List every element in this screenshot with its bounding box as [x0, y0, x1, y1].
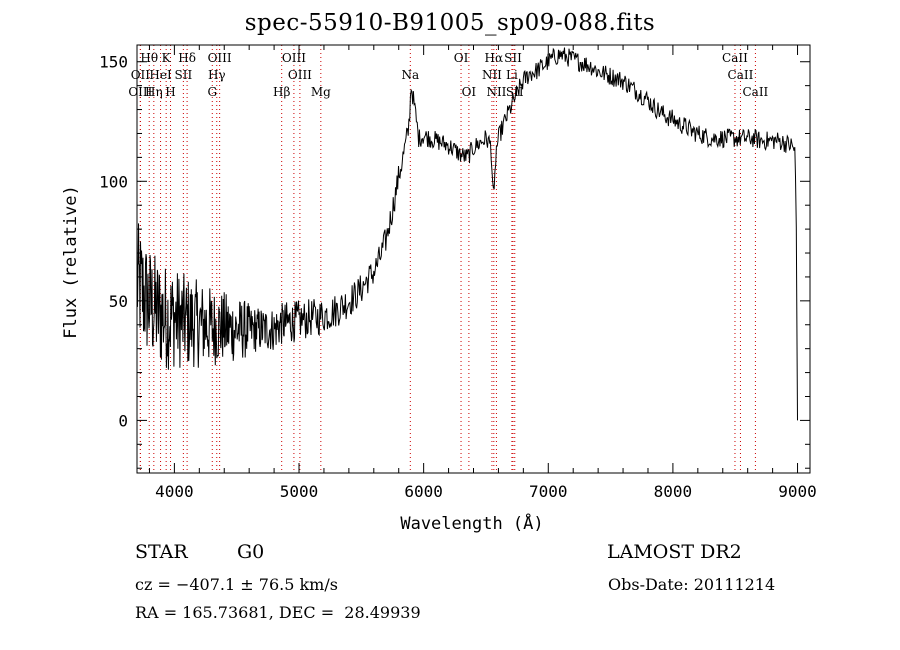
x-tick-label: 7000	[529, 482, 568, 501]
line-label: NII	[486, 85, 506, 99]
line-label: SII	[175, 68, 193, 82]
x-axis-ticks: 4000 5000 6000 7000 8000 9000	[148, 45, 817, 501]
line-label: G	[207, 85, 217, 99]
y-tick-label: 100	[99, 172, 128, 191]
ra-dec-coordinates: RA = 165.73681, DEC = 28.49939	[135, 603, 421, 622]
line-label: OIII	[208, 51, 232, 65]
x-axis-label: Wavelength (Å)	[400, 512, 543, 534]
x-tick-label: 9000	[778, 482, 817, 501]
line-label: OIII	[288, 68, 312, 82]
line-label: Hθ	[140, 51, 158, 65]
y-axis-label: Flux (relative)	[61, 185, 81, 339]
plot-frame	[136, 44, 811, 474]
line-label: CaII	[728, 68, 754, 82]
y-axis-ticks: 0 50 100 150	[99, 53, 810, 469]
line-label: SII	[506, 85, 524, 99]
line-label: OII	[131, 68, 151, 82]
line-label: Li	[506, 68, 518, 82]
x-tick-label: 5000	[280, 482, 319, 501]
line-label: Mg	[311, 85, 331, 99]
line-label: HeI	[149, 68, 172, 82]
x-tick-label: 6000	[404, 482, 443, 501]
x-tick-label: 4000	[155, 482, 194, 501]
x-tick-label: 8000	[654, 482, 693, 501]
y-tick-label: 0	[118, 411, 128, 430]
observation-date: Obs-Date: 20111214	[608, 575, 776, 594]
line-label: Hδ	[178, 51, 196, 65]
survey-name: LAMOST DR2	[607, 541, 742, 563]
line-label: SII	[504, 51, 522, 65]
line-label: Hγ	[208, 68, 226, 82]
line-label: CaII	[722, 51, 748, 65]
line-label: Hα	[485, 51, 504, 65]
line-label: Na	[401, 68, 419, 82]
line-label: CaII	[742, 85, 768, 99]
spectrum-line	[136, 47, 798, 421]
y-tick-label: 50	[109, 292, 128, 311]
line-label: OI	[462, 85, 477, 99]
line-label: Hη	[145, 85, 163, 99]
object-class: STAR	[135, 541, 188, 563]
line-label: OIII	[128, 85, 152, 99]
line-label: OIII	[282, 51, 306, 65]
line-label: H	[165, 85, 175, 99]
line-label: K	[162, 51, 172, 65]
spectral-subclass: G0	[237, 541, 265, 563]
line-label: NII	[482, 68, 502, 82]
line-label: Hβ	[273, 85, 290, 99]
redshift-cz: cz = −407.1 ± 76.5 km/s	[135, 575, 338, 594]
line-markers	[139, 45, 756, 473]
chart-title: spec-55910-B91005_sp09-088.fits	[244, 10, 656, 36]
line-label: OI	[454, 51, 469, 65]
y-tick-label: 150	[99, 53, 128, 72]
